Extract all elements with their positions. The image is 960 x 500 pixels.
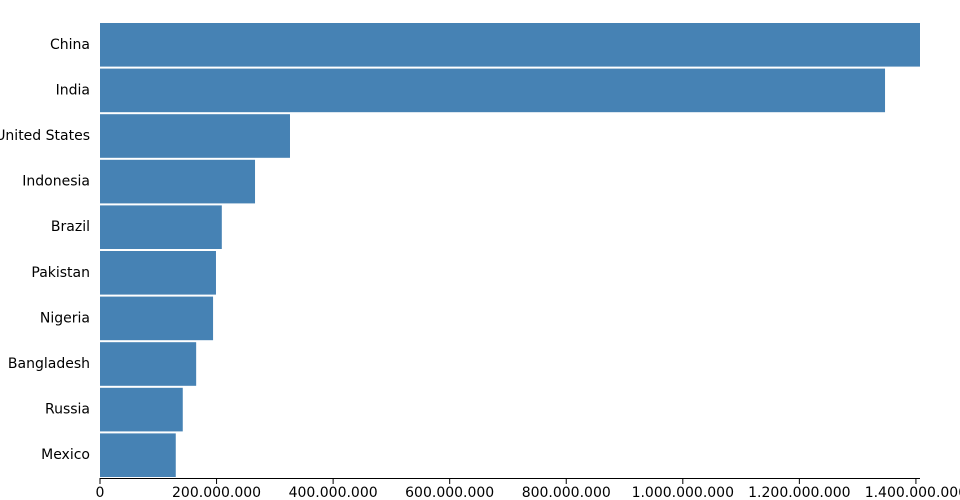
x-tick-label: 200.000.000 xyxy=(172,485,261,500)
bar xyxy=(100,342,197,386)
bar xyxy=(100,114,290,158)
y-tick-label: Bangladesh xyxy=(8,356,90,372)
y-tick-label: China xyxy=(50,37,90,53)
y-tick-label: Nigeria xyxy=(40,310,90,326)
y-tick-label: Pakistan xyxy=(31,265,90,281)
bar xyxy=(100,433,176,477)
bar xyxy=(100,296,214,341)
x-tick-label: 600.000.000 xyxy=(405,485,494,500)
x-tick-label: 1.400.000.000 xyxy=(865,485,960,500)
x-tick-label: 1.200.000.000 xyxy=(748,485,850,500)
bar xyxy=(100,159,256,204)
x-tick-label: 0 xyxy=(96,485,105,500)
y-tick-label: Brazil xyxy=(51,219,90,235)
x-tick-label: 1.000.000.000 xyxy=(632,485,734,500)
y-tick-label: India xyxy=(56,82,90,98)
bar xyxy=(100,251,216,295)
bar xyxy=(100,68,886,113)
bar xyxy=(100,205,222,249)
bar xyxy=(100,387,183,432)
y-tick-label: Russia xyxy=(45,402,90,418)
x-tick-label: 400.000.000 xyxy=(289,485,378,500)
y-tick-label: United States xyxy=(0,128,90,144)
x-tick-label: 800.000.000 xyxy=(522,485,611,500)
y-tick-label: Mexico xyxy=(41,447,90,463)
bar xyxy=(100,23,920,67)
y-tick-label: Indonesia xyxy=(22,174,90,190)
